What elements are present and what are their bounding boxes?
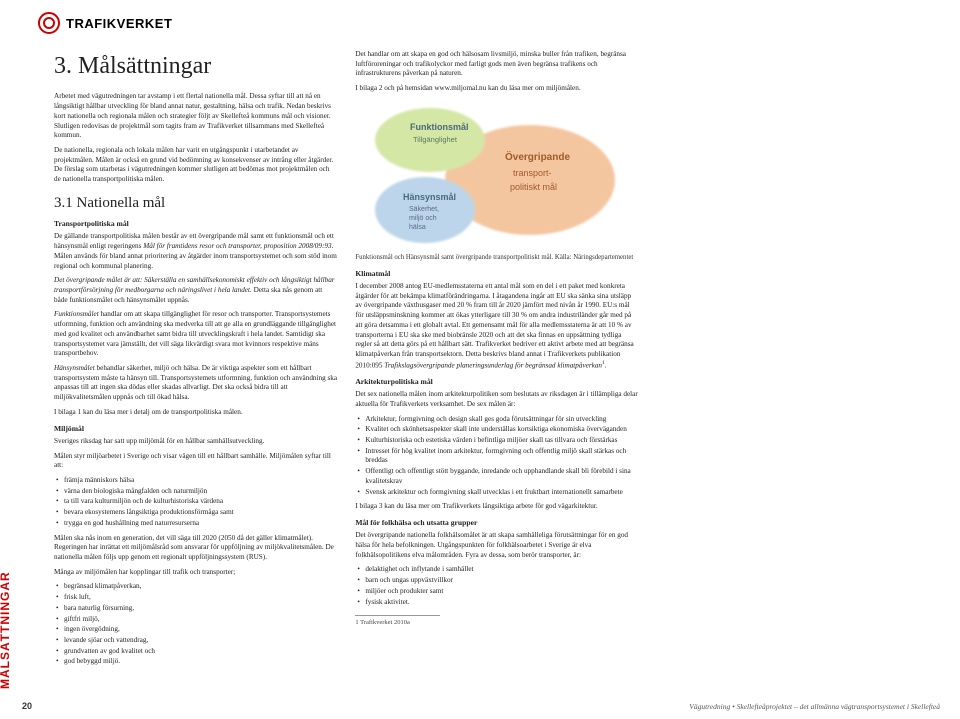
transport-p1: De gällande transportpolitiska målen bes…: [54, 232, 337, 271]
svg-text:politiskt mål: politiskt mål: [510, 182, 557, 192]
transport-p4: Hänsynsmålet behandlar säkerhet, miljö o…: [54, 364, 337, 403]
transport-p5: I bilaga 1 kan du läsa mer i detalj om d…: [54, 408, 337, 418]
list-item: fysisk aktivitet.: [355, 598, 638, 608]
transport-subhead: Transportpolitiska mål: [54, 219, 337, 229]
logo-text: TRAFIKVERKET: [66, 16, 172, 31]
list-item: trygga en god hushållning med naturresur…: [54, 519, 337, 529]
list-item: Kulturhistoriska och estetiska värden i …: [355, 436, 638, 446]
chapter-title: 3. Målsättningar: [54, 50, 337, 82]
sidebar-section-label: MÅLSÄTTNINGAR: [0, 571, 12, 689]
miljo-p2: Målen styr miljöarbetet i Sverige och vi…: [54, 452, 337, 471]
intro-paragraph-2: De nationella, regionala och lokala måle…: [54, 146, 337, 185]
folkhalsa-subhead: Mål för folkhälsa och utsatta grupper: [355, 518, 638, 528]
miljo-p3: Målen ska nås inom en generation, det vi…: [54, 534, 337, 563]
page-number: 20: [22, 701, 32, 711]
svg-text:hälsa: hälsa: [409, 224, 426, 231]
section-3-1-title: 3.1 Nationella mål: [54, 193, 337, 213]
svg-text:Säkerhet,: Säkerhet,: [409, 206, 439, 213]
list-item: frisk luft,: [54, 593, 337, 603]
miljo-p5: Det handlar om att skapa en god och häls…: [355, 50, 638, 79]
list-item: giftfri miljö,: [54, 615, 337, 625]
list-item: värna den biologiska mångfalden och natu…: [54, 487, 337, 497]
transport-p3: Funktionsmålet handlar om att skapa till…: [54, 310, 337, 359]
footnote-1: 1 Trafikverket 2010a: [355, 619, 638, 628]
list-item: grundvatten av god kvalitet och: [54, 647, 337, 657]
figure-caption: Funktionsmål och Hänsynsmål samt övergri…: [355, 254, 638, 263]
list-item: barn och ungas uppväxtvillkor: [355, 576, 638, 586]
arkitektur-p2: I bilaga 3 kan du läsa mer om Trafikverk…: [355, 502, 638, 512]
miljo-p1: Sveriges riksdag har satt upp miljömål f…: [54, 437, 337, 447]
miljo-list-1: främja människors hälsavärna den biologi…: [54, 476, 337, 529]
folkhalsa-list: delaktighet och inflytande i samhälletba…: [355, 565, 638, 607]
list-item: Offentligt och offentligt stött byggande…: [355, 467, 638, 486]
list-item: god bebyggd miljö.: [54, 657, 337, 667]
miljo-p4: Många av miljömålen har kopplingar till …: [54, 568, 337, 578]
list-item: delaktighet och inflytande i samhället: [355, 565, 638, 575]
svg-text:transport-: transport-: [513, 168, 552, 178]
svg-text:Tillgänglighet: Tillgänglighet: [413, 135, 458, 144]
intro-paragraph-1: Arbetet med vägutredningen tar avstamp i…: [54, 92, 337, 141]
arkitektur-list: Arkitektur, formgivning och design skall…: [355, 415, 638, 498]
transport-goals-diagram: Funktionsmål Tillgänglighet Hänsynsmål S…: [355, 100, 638, 263]
miljo-list-2: begränsad klimatpåverkan,frisk luft,bara…: [54, 582, 337, 667]
svg-text:Övergripande: Övergripande: [505, 150, 570, 163]
svg-text:miljö och: miljö och: [409, 215, 437, 222]
svg-text:Funktionsmål: Funktionsmål: [410, 122, 469, 132]
footer-text: Vägutredning • Skellefteåprojektet – det…: [689, 702, 940, 711]
folkhalsa-p1: Det övergripande nationella folkhälsomål…: [355, 531, 638, 560]
list-item: Intresset för hög kvalitet inom arkitekt…: [355, 447, 638, 466]
list-item: Kvalitet och skönhetsaspekter skall inte…: [355, 425, 638, 435]
trafikverket-crown-icon: [38, 12, 60, 34]
list-item: ta till vara kulturmiljön och de kulturh…: [54, 497, 337, 507]
transport-p2: Det övergripande målet är att: Säkerstäl…: [54, 276, 337, 305]
list-item: levande sjöar och vattendrag,: [54, 636, 337, 646]
miljo-subhead: Miljömål: [54, 424, 337, 434]
klimat-p1: I december 2008 antog EU-medlemsstaterna…: [355, 282, 638, 371]
miljo-p6: I bilaga 2 och på hemsidan www.miljomal.…: [355, 84, 638, 94]
logo: TRAFIKVERKET: [38, 12, 172, 34]
list-item: bevara ekosystemens långsiktiga produkti…: [54, 508, 337, 518]
list-item: miljöer och produkter samt: [355, 587, 638, 597]
list-item: bara naturlig försurning,: [54, 604, 337, 614]
list-item: Svensk arkitektur och formgivning skall …: [355, 488, 638, 498]
klimat-subhead: Klimatmål: [355, 269, 638, 279]
list-item: främja människors hälsa: [54, 476, 337, 486]
arkitektur-subhead: Arkitekturpolitiska mål: [355, 377, 638, 387]
page-content: 3. Målsättningar Arbetet med vägutrednin…: [54, 50, 940, 689]
list-item: ingen övergödning,: [54, 625, 337, 635]
list-item: Arkitektur, formgivning och design skall…: [355, 415, 638, 425]
svg-text:Hänsynsmål: Hänsynsmål: [403, 192, 456, 202]
arkitektur-p1: Det sex nationella målen inom arkitektur…: [355, 390, 638, 409]
footnote-rule: [355, 615, 440, 616]
list-item: begränsad klimatpåverkan,: [54, 582, 337, 592]
